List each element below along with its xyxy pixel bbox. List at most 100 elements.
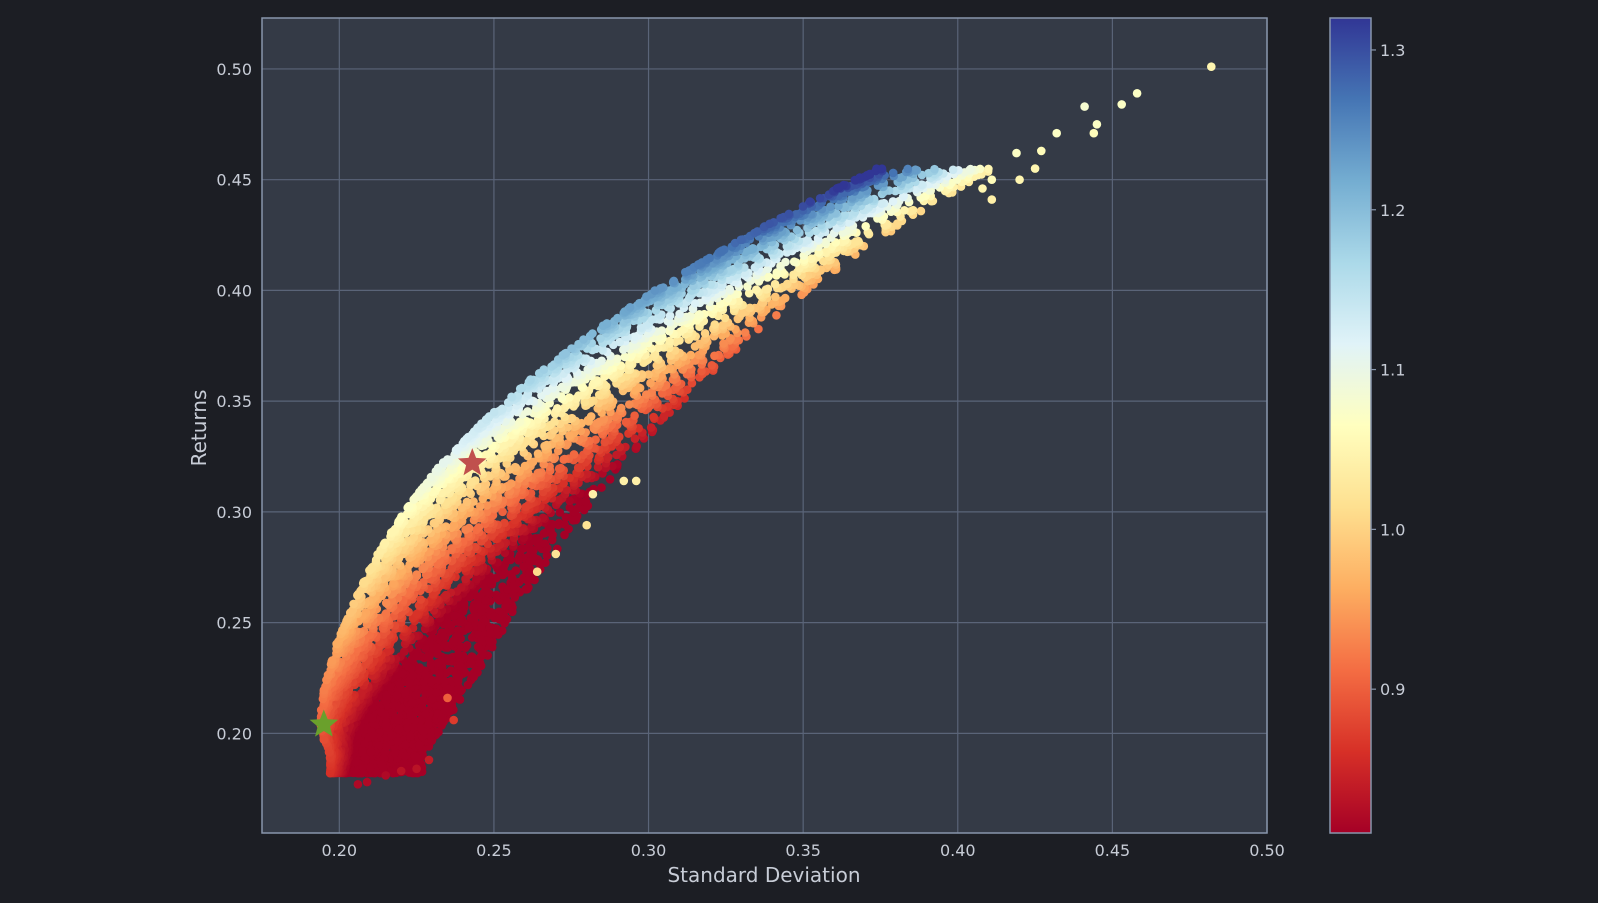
- portfolio-point: [359, 578, 368, 587]
- portfolio-point: [984, 165, 993, 174]
- portfolio-point: [541, 539, 550, 548]
- portfolio-point: [437, 701, 446, 710]
- portfolio-point: [498, 405, 507, 414]
- portfolio-point: [582, 497, 591, 506]
- portfolio-point: [415, 741, 424, 750]
- portfolio-point: [649, 413, 658, 422]
- portfolio-point: [622, 418, 631, 427]
- portfolio-point: [469, 673, 478, 682]
- portfolio-point: [507, 393, 516, 402]
- portfolio-point: [495, 615, 504, 624]
- portfolio-point: [406, 732, 415, 741]
- portfolio-point: [592, 419, 601, 428]
- portfolio-point: [456, 662, 465, 671]
- portfolio-point: [391, 749, 400, 758]
- portfolio-point: [365, 713, 374, 722]
- portfolio-point: [352, 769, 361, 778]
- portfolio-point: [555, 464, 564, 473]
- portfolio-point: [587, 412, 596, 421]
- portfolio-point: [381, 771, 390, 780]
- portfolio-point: [666, 311, 675, 320]
- portfolio-point: [508, 574, 517, 583]
- portfolio-point: [409, 723, 418, 732]
- portfolio-point: [1093, 120, 1102, 129]
- portfolio-point: [382, 743, 391, 752]
- portfolio-point: [412, 570, 421, 579]
- portfolio-point: [382, 692, 391, 701]
- portfolio-point: [455, 695, 464, 704]
- portfolio-point: [401, 752, 410, 761]
- portfolio-point: [457, 686, 466, 695]
- portfolio-point: [454, 650, 463, 659]
- portfolio-point: [382, 599, 391, 608]
- portfolio-point: [988, 195, 997, 204]
- portfolio-point: [394, 737, 403, 746]
- portfolio-point: [526, 375, 535, 384]
- portfolio-point: [523, 576, 532, 585]
- portfolio-point: [449, 637, 458, 646]
- portfolio-point: [771, 280, 780, 289]
- portfolio-point: [741, 328, 750, 337]
- portfolio-point: [529, 553, 538, 562]
- portfolio-point: [413, 652, 422, 661]
- portfolio-point: [387, 528, 396, 537]
- portfolio-point: [642, 390, 651, 399]
- portfolio-point: [400, 647, 409, 656]
- portfolio-point: [1015, 175, 1024, 184]
- portfolio-point: [412, 753, 421, 762]
- portfolio-point: [548, 531, 557, 540]
- portfolio-point: [1080, 102, 1089, 111]
- portfolio-point: [1090, 129, 1099, 138]
- portfolio-point: [450, 521, 459, 530]
- portfolio-point: [397, 767, 406, 776]
- portfolio-point: [589, 490, 598, 499]
- portfolio-point: [572, 516, 581, 525]
- portfolio-point: [708, 361, 717, 370]
- portfolio-point: [521, 462, 530, 471]
- portfolio-point: [510, 581, 519, 590]
- portfolio-point: [621, 353, 630, 362]
- portfolio-point: [456, 618, 465, 627]
- portfolio-point: [391, 713, 400, 722]
- portfolio-point: [487, 629, 496, 638]
- portfolio-point: [861, 222, 870, 231]
- portfolio-point: [405, 679, 414, 688]
- portfolio-point: [367, 748, 376, 757]
- portfolio-point: [492, 574, 501, 583]
- portfolio-point: [490, 408, 499, 417]
- portfolio-point: [550, 417, 559, 426]
- portfolio-point: [988, 175, 997, 184]
- portfolio-point: [719, 339, 728, 348]
- portfolio-point: [381, 539, 390, 548]
- portfolio-point: [397, 512, 406, 521]
- portfolio-point: [477, 623, 486, 632]
- portfolio-point: [455, 673, 464, 682]
- portfolio-point: [467, 614, 476, 623]
- portfolio-point: [437, 721, 446, 730]
- portfolio-point: [472, 575, 481, 584]
- portfolio-point: [781, 258, 790, 267]
- portfolio-point: [412, 691, 421, 700]
- portfolio-point: [660, 412, 669, 421]
- portfolio-point: [422, 653, 431, 662]
- portfolio-point: [711, 320, 720, 329]
- portfolio-point: [409, 671, 418, 680]
- portfolio-point: [900, 206, 909, 215]
- portfolio-point: [395, 705, 404, 714]
- portfolio-point: [579, 335, 588, 344]
- portfolio-point: [552, 550, 561, 559]
- portfolio-point: [570, 450, 579, 459]
- portfolio-point: [966, 165, 975, 174]
- portfolio-point: [512, 566, 521, 575]
- portfolio-point: [620, 477, 629, 486]
- portfolio-point: [349, 600, 358, 609]
- portfolio-point: [360, 739, 369, 748]
- portfolio-point: [1037, 147, 1046, 156]
- portfolio-point: [603, 319, 612, 328]
- portfolio-point: [718, 321, 727, 330]
- portfolio-point: [772, 311, 781, 320]
- portfolio-point: [949, 166, 958, 175]
- portfolio-point: [320, 735, 329, 744]
- portfolio-point: [1052, 129, 1061, 138]
- portfolio-point: [691, 342, 700, 351]
